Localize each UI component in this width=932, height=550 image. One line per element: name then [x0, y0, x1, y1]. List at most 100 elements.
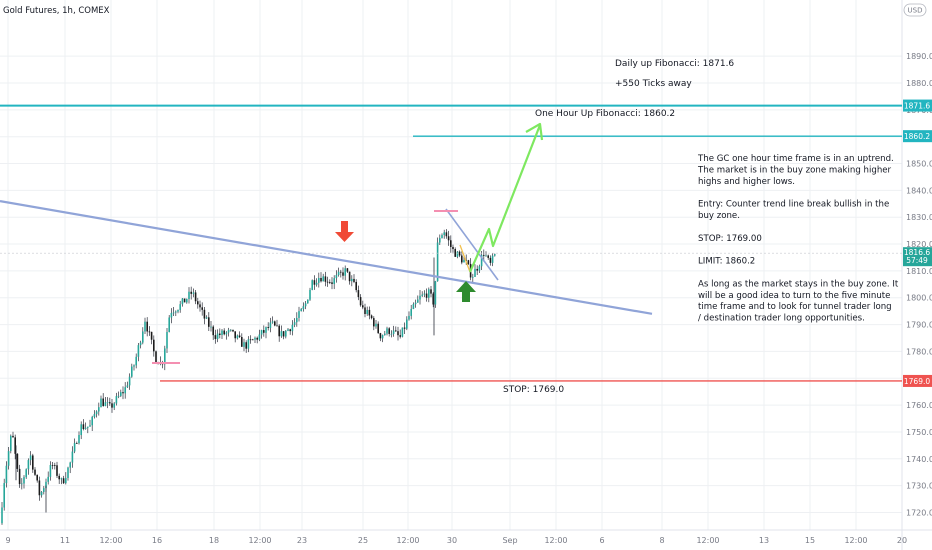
candle-body: [76, 443, 78, 444]
candle-body: [67, 467, 69, 478]
candle-body: [148, 331, 151, 333]
price-tick-label: 1760.0: [906, 401, 932, 410]
candle-body: [359, 297, 362, 306]
candle-body: [179, 304, 181, 310]
candle-body: [208, 317, 210, 327]
candle-body: [254, 337, 256, 340]
candle-body: [238, 335, 241, 338]
target-arrow[interactable]: [468, 124, 542, 273]
candle-body: [441, 235, 443, 239]
candle-body: [194, 292, 197, 302]
price-tick-label: 1730.0: [906, 482, 932, 491]
candle-body: [443, 232, 445, 236]
hour-fib-label[interactable]: One Hour Up Fibonacci: 1860.2: [535, 109, 675, 119]
candle-body: [258, 334, 261, 340]
ticks-away-label[interactable]: +550 Ticks away: [615, 79, 692, 89]
candle-body: [287, 329, 289, 331]
analysis-note-line: The GC one hour time frame is in an uptr…: [697, 154, 894, 164]
time-axis[interactable]: 9 11 12:00 16 18 12:00 23 25 12:00 30 Sep 12:00 6 8 12…: [0, 529, 932, 545]
candle-body: [14, 437, 16, 454]
time-tick-label: 12:00: [544, 536, 567, 545]
candle-body: [227, 329, 230, 333]
hour-fib-price-tag-text: 1860.2: [904, 132, 930, 141]
levels: 1871.6 1860.2 1769.0: [0, 99, 932, 387]
candle-body: [153, 339, 155, 352]
candle-body: [428, 289, 430, 298]
candle-body: [304, 303, 307, 307]
candle-body: [331, 282, 333, 284]
candle-body: [62, 478, 65, 484]
candle-body: [302, 306, 305, 310]
candle-body: [192, 292, 195, 294]
candle-body: [124, 387, 126, 394]
candle-body: [122, 392, 124, 394]
candle-body: [291, 324, 294, 332]
candle-body: [252, 339, 254, 341]
candle-body: [150, 331, 153, 340]
candle-body: [109, 402, 111, 404]
candle-body: [346, 268, 349, 272]
time-tick-label: 30: [447, 536, 457, 545]
target-arrow-head[interactable]: [525, 122, 544, 141]
price-tick-label: 1830.0: [906, 213, 932, 222]
candle-body: [353, 278, 355, 282]
candle-body: [285, 330, 287, 337]
trend-line[interactable]: [0, 200, 653, 315]
drawings[interactable]: [0, 122, 653, 364]
candle-body: [487, 255, 489, 258]
price-tick-label: 1800.0: [906, 294, 932, 303]
candle-body: [106, 402, 109, 404]
candle-body: [406, 319, 408, 329]
price-tick-label: 1750.0: [906, 428, 932, 437]
price-tick-label: 1890.0: [906, 52, 932, 61]
candle-body: [38, 480, 41, 496]
candle-body: [375, 323, 377, 327]
candle-body: [467, 260, 470, 264]
candle-body: [102, 398, 104, 406]
candle-body: [395, 330, 397, 332]
time-tick-label: 13: [759, 536, 769, 545]
currency-badge[interactable]: USD: [903, 3, 927, 17]
candle-body: [461, 255, 463, 263]
stop-label[interactable]: STOP: 1769.0: [503, 385, 564, 395]
up-arrow-icon[interactable]: [456, 281, 476, 302]
pullback-leg[interactable]: [459, 244, 471, 273]
candle-body: [135, 356, 137, 366]
analysis-note-line: will be a good idea to turn to the five …: [698, 291, 890, 301]
candle-body: [183, 298, 186, 303]
counter-trend-line[interactable]: [445, 208, 499, 281]
analysis-note-line: buy zone.: [698, 211, 740, 221]
candle-body: [190, 291, 192, 294]
candle-body: [329, 282, 331, 283]
candle-body: [47, 476, 49, 482]
time-tick-label: 15: [805, 536, 815, 545]
candle-body: [447, 236, 450, 241]
time-tick-label: 11: [60, 536, 70, 545]
currency-badge-text: USD: [908, 7, 923, 15]
candle-body: [82, 424, 85, 430]
analysis-note-line: highs and higher lows.: [698, 177, 795, 187]
candle-body: [201, 307, 203, 310]
symbol-title[interactable]: Gold Futures, 1h, COMEX: [3, 6, 110, 16]
candle-body: [247, 339, 250, 349]
candle-body: [89, 425, 91, 427]
candle-body: [43, 488, 45, 492]
candle-body: [265, 327, 267, 333]
analysis-note-line: STOP: 1769.00: [698, 234, 762, 244]
candle-body: [348, 271, 351, 282]
candle-body: [188, 291, 190, 300]
candle-body: [425, 293, 428, 298]
candle-body: [309, 289, 311, 300]
daily-fib-label[interactable]: Daily up Fibonacci: 1871.6: [615, 59, 734, 69]
candle-body: [236, 335, 239, 339]
analysis-note[interactable]: The GC one hour time frame is in an uptr…: [697, 154, 899, 324]
down-arrow-icon[interactable]: [335, 221, 354, 242]
candle-body: [80, 424, 82, 436]
price-tick-label: 1790.0: [906, 321, 932, 330]
candle-body: [113, 403, 115, 408]
candle-body: [23, 477, 25, 484]
candle-body: [478, 266, 481, 271]
candle-body: [423, 293, 426, 295]
candle-body: [5, 465, 8, 484]
